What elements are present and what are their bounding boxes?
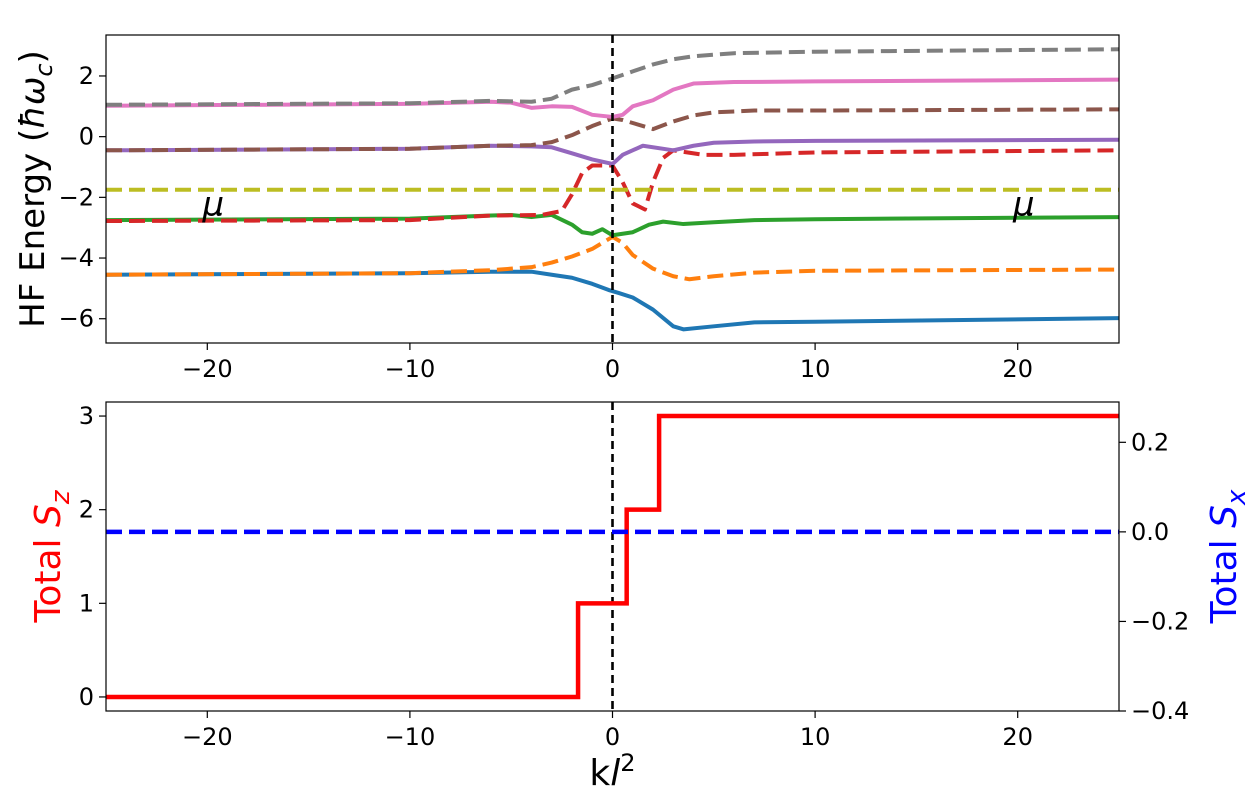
top-ytick-label: −2 [59,183,94,211]
bottom-xtick-label: 0 [605,723,620,751]
bottom-left-ytick-label: 0 [79,683,94,711]
bottom-xtick-label: −10 [385,723,436,751]
bottom-left-y-axis-label: Total Sz [28,489,76,623]
top-xtick-label: −20 [182,355,233,383]
mu-annotation-2: μ [1012,184,1035,224]
bottom-xtick-label: −20 [182,723,233,751]
mu-annotation-1: μ [202,184,225,224]
top-xtick-label: 10 [800,355,831,383]
top-ytick-label: −4 [59,244,94,272]
bottom-left-ytick-label: 1 [79,589,94,617]
bottom-right-y-axis-label: Total Sx [1204,489,1250,624]
bottom-plot-area [106,402,1119,711]
bottom-spin-panel: −20 −10 0 10 20 0 1 2 3 0.2 0.0 −0.2 −0.4 Total Sz Tot… [28,401,1250,794]
energy-level-line-6 [106,107,1119,153]
bottom-x-axis-label: kl2 [589,749,635,794]
total-sz-line [106,413,1119,700]
top-ytick-label: 2 [79,62,94,90]
top-y-axis-label: HF Energy (ħωc) [13,50,58,328]
top-xtick-label: 20 [1002,355,1033,383]
top-ytick-label: 0 [79,123,94,151]
top-ytick-label: −6 [59,305,94,333]
bottom-xtick-label: 20 [1002,723,1033,751]
energy-level-line-1 [106,269,1119,332]
bottom-right-ytick-label: 0.0 [1131,518,1169,546]
top-xtick-label: −10 [385,355,436,383]
bottom-right-ytick-label: −0.4 [1131,697,1189,725]
top-xtick-label: 0 [605,355,620,383]
bottom-right-ytick-label: −0.2 [1131,607,1189,635]
top-plot-area [106,35,1119,343]
bottom-left-ytick-label: 3 [79,402,94,430]
bottom-left-ytick-label: 2 [79,496,94,524]
bottom-right-ytick-label: 0.2 [1131,428,1169,456]
bottom-xtick-label: 10 [800,723,831,751]
energy-level-line-7 [106,77,1119,119]
